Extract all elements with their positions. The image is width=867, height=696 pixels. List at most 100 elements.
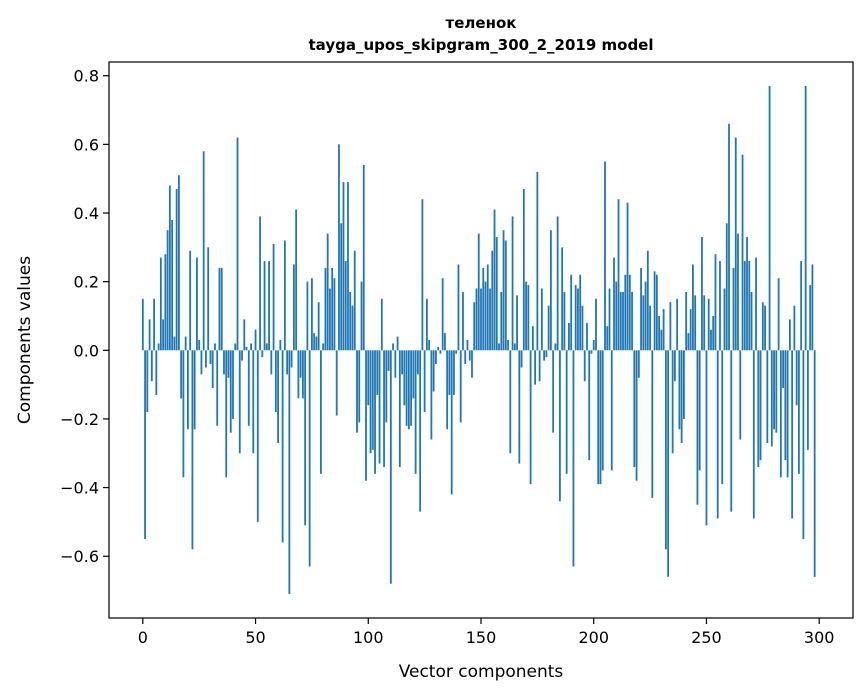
bar-15 — [175, 188, 178, 351]
bar-293 — [802, 350, 805, 540]
bar-208 — [610, 350, 613, 471]
bar-223 — [644, 281, 647, 351]
bar-128 — [430, 350, 433, 440]
bar-249 — [703, 295, 706, 351]
bar-98 — [362, 164, 365, 351]
bar-206 — [606, 326, 609, 351]
bar-72 — [304, 350, 307, 526]
bar-43 — [238, 350, 241, 454]
bar-284 — [782, 350, 785, 389]
bar-111 — [392, 343, 394, 351]
bar-163 — [509, 350, 512, 454]
bar-277 — [766, 350, 769, 443]
bar-84 — [331, 267, 334, 351]
bar-268 — [746, 237, 748, 351]
bar-234 — [669, 302, 672, 351]
bar-253 — [712, 315, 715, 351]
bar-216 — [628, 274, 631, 351]
bar-187 — [563, 291, 566, 351]
bar-26 — [200, 350, 203, 375]
bar-113 — [396, 336, 399, 351]
bar-8 — [159, 257, 162, 351]
bar-62 — [281, 350, 284, 543]
bar-145 — [468, 350, 471, 361]
bar-132 — [439, 350, 442, 354]
bar-195 — [581, 305, 584, 351]
bar-281 — [775, 350, 778, 433]
bar-80 — [322, 343, 325, 351]
bar-286 — [786, 350, 789, 478]
bar-225 — [649, 305, 651, 351]
bar-244 — [692, 264, 694, 351]
bar-119 — [410, 350, 413, 426]
bar-37 — [225, 350, 228, 478]
bar-71 — [301, 350, 304, 399]
bar-76 — [313, 333, 316, 351]
bar-33 — [216, 350, 219, 426]
bar-261 — [730, 350, 733, 512]
bar-280 — [773, 350, 775, 430]
bar-252 — [710, 329, 712, 351]
bar-267 — [743, 261, 746, 351]
bar-179 — [545, 350, 548, 358]
bar-138 — [453, 350, 455, 395]
bar-264 — [737, 233, 739, 351]
bar-169 — [522, 188, 525, 351]
bar-4 — [150, 350, 153, 382]
bar-0 — [141, 298, 144, 351]
bar-183 — [554, 343, 557, 351]
bar-184 — [556, 216, 559, 351]
bar-5 — [153, 298, 155, 351]
bar-75 — [311, 278, 313, 351]
bar-121 — [414, 350, 417, 474]
bar-23 — [193, 350, 196, 430]
bar-266 — [741, 154, 744, 351]
x-axis-label: Vector components — [399, 662, 564, 682]
bar-263 — [734, 137, 737, 351]
bar-139 — [455, 350, 458, 354]
bar-117 — [405, 350, 408, 426]
bar-283 — [779, 350, 782, 478]
plot-frame — [108, 61, 854, 619]
bar-105 — [378, 350, 381, 464]
bar-205 — [604, 161, 606, 351]
bar-199 — [590, 350, 593, 354]
bar-129 — [432, 350, 435, 392]
bar-209 — [613, 257, 615, 351]
bar-239 — [680, 350, 683, 443]
bar-251 — [707, 298, 710, 351]
bar-180 — [547, 305, 550, 351]
bar-174 — [534, 350, 537, 385]
bar-28 — [205, 350, 207, 368]
bar-255 — [716, 350, 719, 519]
bar-273 — [757, 350, 760, 467]
y-tick-label: 0.4 — [74, 204, 99, 223]
chart-title: теленок — [446, 14, 517, 32]
bar-136 — [448, 350, 451, 395]
bar-226 — [651, 350, 654, 498]
bar-118 — [407, 350, 410, 430]
bar-257 — [721, 350, 724, 485]
y-tick-label: 0.8 — [74, 67, 99, 86]
bar-18 — [182, 350, 185, 478]
bar-48 — [250, 343, 252, 351]
bar-222 — [642, 295, 645, 351]
bar-101 — [369, 350, 372, 454]
bar-228 — [655, 274, 658, 351]
bar-175 — [536, 171, 539, 351]
y-tick-label: 0.0 — [74, 341, 99, 360]
bar-87 — [338, 144, 340, 351]
bar-30 — [209, 350, 212, 365]
bar-193 — [577, 288, 579, 351]
bar-56 — [268, 261, 270, 351]
bar-115 — [401, 350, 403, 375]
bar-66 — [290, 350, 293, 368]
bar-259 — [725, 223, 728, 351]
bar-70 — [299, 350, 302, 378]
bar-131 — [437, 346, 440, 351]
chart-subtitle: tayga_upos_skipgram_300_2_2019 model — [309, 36, 654, 54]
bar-151 — [482, 267, 485, 351]
bar-54 — [263, 261, 266, 351]
bar-200 — [592, 340, 595, 351]
